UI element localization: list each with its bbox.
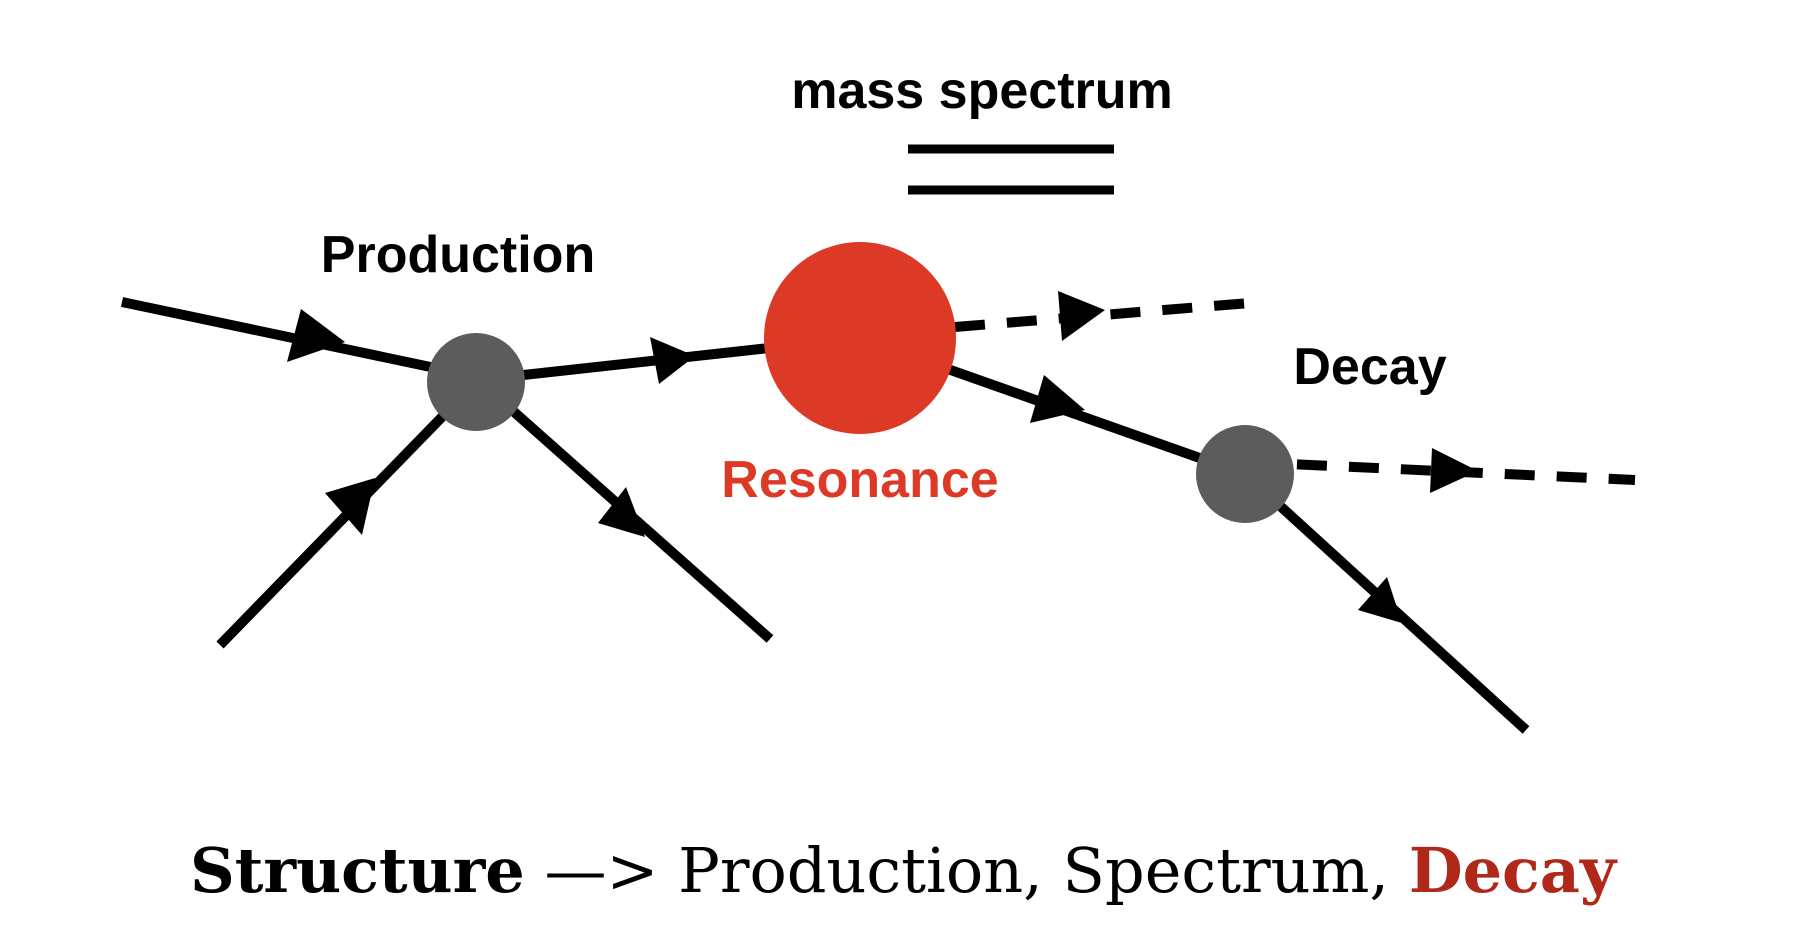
- arrow-production-to-resonance: [650, 337, 695, 384]
- caption: Structure —> Production, Spectrum, Decay: [190, 834, 1618, 907]
- arrow-dashed-decay: [1430, 448, 1478, 493]
- caption-decay: Decay: [1409, 834, 1618, 907]
- caption-structure: Structure: [190, 834, 525, 907]
- caption-arrow: —>: [544, 834, 658, 907]
- dashed-line-decay: [1244, 457, 1636, 485]
- arrow-dashed-resonance: [1058, 291, 1105, 341]
- production-label: Production: [321, 226, 595, 284]
- arrow-resonance-to-decay: [1030, 375, 1085, 423]
- decay-vertex: [1196, 425, 1294, 523]
- arrow-outgoing-production: [598, 487, 645, 537]
- resonance-circle: [764, 242, 956, 434]
- caption-list: Production, Spectrum,: [678, 834, 1389, 907]
- dashed-line-resonance: [954, 297, 1263, 332]
- arrow-outgoing-decay: [1358, 577, 1402, 623]
- mass-spectrum-label: mass spectrum: [791, 62, 1173, 120]
- resonance-label: Resonance: [721, 451, 998, 509]
- decay-label: Decay: [1293, 338, 1446, 396]
- production-vertex: [427, 333, 525, 431]
- arrow-incoming-lower: [325, 478, 375, 535]
- arrow-incoming-upper: [287, 309, 345, 362]
